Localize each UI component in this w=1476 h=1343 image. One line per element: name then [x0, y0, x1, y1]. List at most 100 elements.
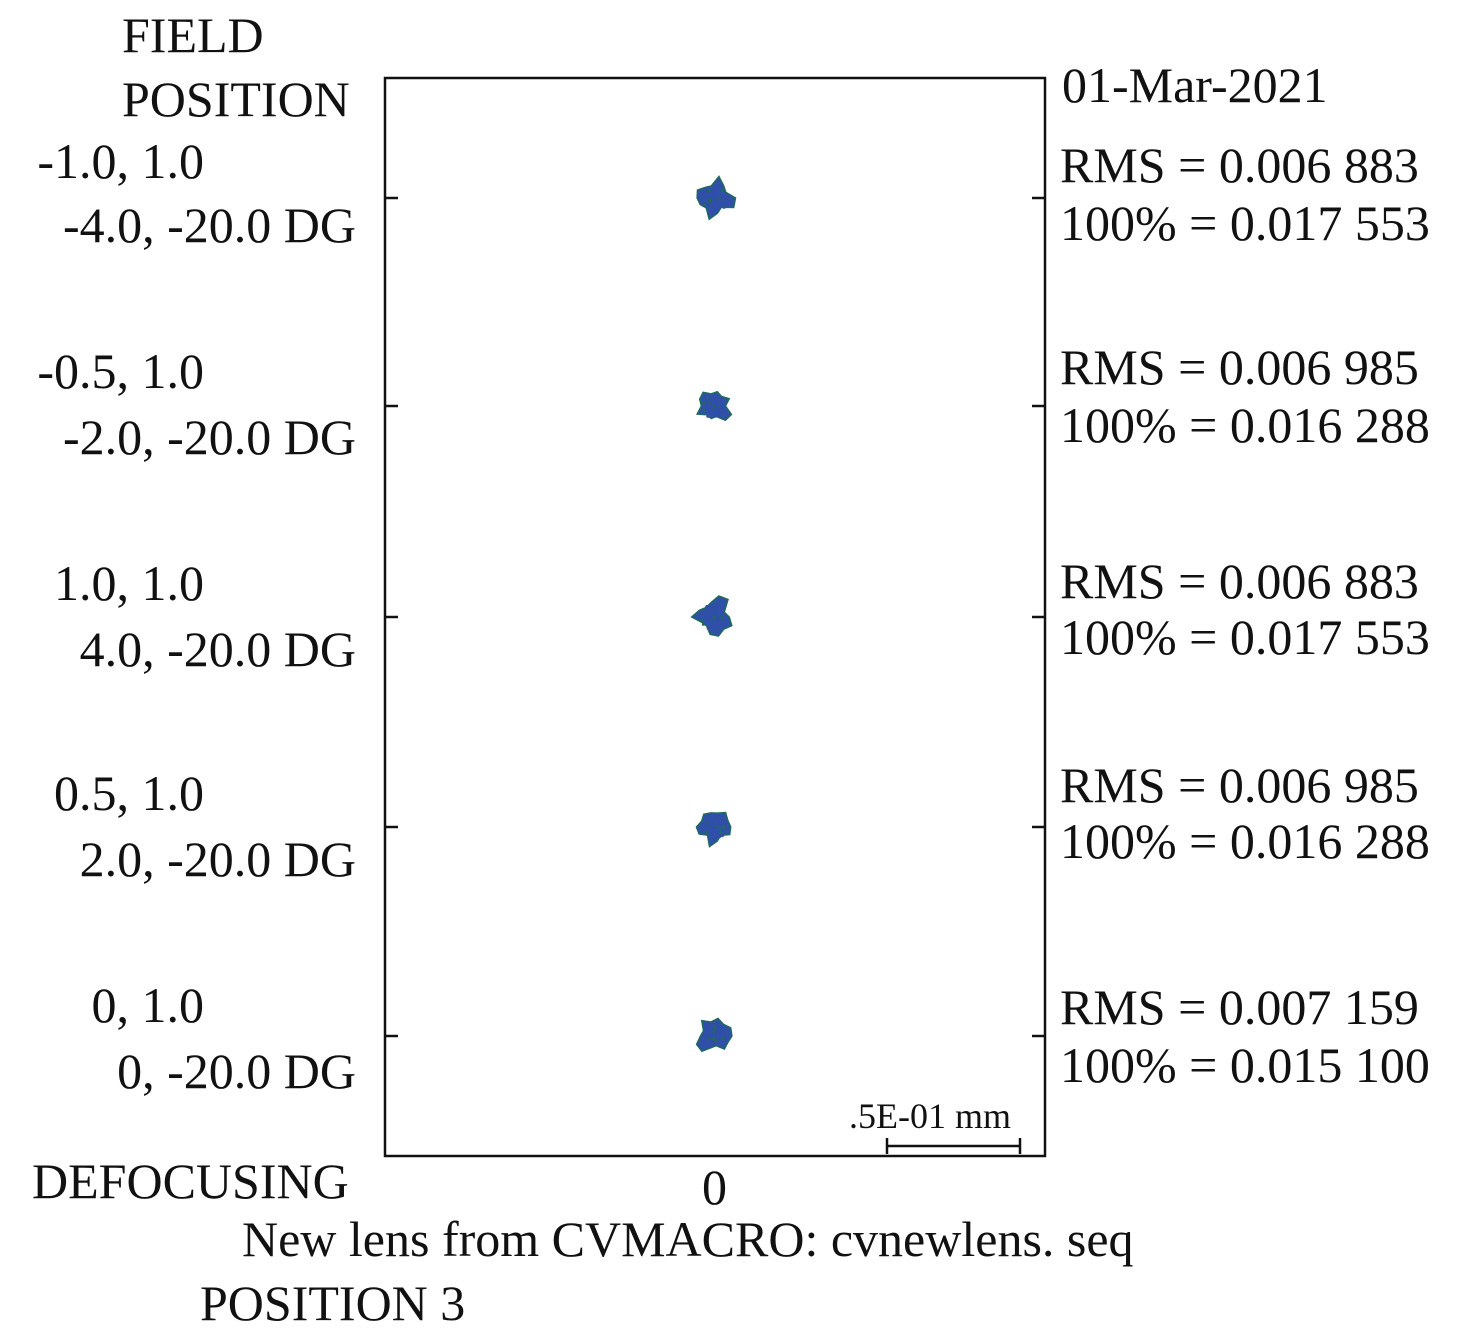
spot-ray-point [713, 618, 717, 623]
rms-label: RMS = 0.006 883 [1060, 137, 1419, 193]
spot-ray-point [720, 188, 724, 192]
spot-ray-point [701, 622, 706, 626]
spot-ray-point [706, 1041, 710, 1045]
spot-ray-point [704, 825, 709, 829]
spot-ray-point [720, 616, 724, 620]
spot-ray-point [706, 195, 710, 199]
defocus-value: 0 [702, 1159, 727, 1215]
spot-ray-point [702, 409, 706, 413]
spot-ray-point [714, 414, 718, 418]
spot-ray-point [717, 184, 721, 188]
spot-ray-point [714, 1034, 718, 1039]
spot-ray-point [725, 199, 729, 203]
spot-group [690, 175, 737, 1053]
spot-ray-point [719, 404, 723, 409]
spot-ray-point [713, 1039, 718, 1043]
spot-ray-point [715, 817, 719, 821]
spot-ray-point [715, 627, 719, 631]
lens-title: New lens from CVMACRO: cvnewlens. seq [242, 1211, 1134, 1267]
field-rel-label: -1.0, 1.0 [37, 133, 204, 189]
spot-ray-point [704, 404, 708, 409]
spot-ray-point [714, 397, 718, 401]
spot-ray-point [702, 401, 706, 405]
spot-ray-point [715, 409, 719, 413]
spot-ray-point [715, 830, 720, 834]
spot-ray-point [703, 397, 707, 402]
spot-ray-point [706, 626, 710, 630]
spot-ray-point [716, 403, 720, 407]
spot-ray-point [714, 206, 718, 210]
spot-ray-point [704, 1027, 709, 1031]
spot-ray-point [712, 1029, 716, 1033]
plot-date: 01-Mar-2021 [1062, 57, 1328, 113]
spot-ray-point [702, 609, 706, 614]
spot-ray-point [712, 625, 716, 629]
spot-ray-point [722, 823, 726, 827]
spot-ray-point [713, 196, 718, 200]
spot-ray-point [713, 1025, 717, 1029]
max-label: 100% = 0.016 288 [1060, 813, 1430, 869]
spot-ray-point [712, 615, 716, 619]
spot-ray-point [698, 196, 703, 200]
field-angle-label: 2.0, -20.0 DG [79, 831, 356, 887]
spot-ray-point [706, 412, 710, 417]
spot-ray-point [702, 202, 707, 206]
spot-ray-point [709, 1032, 713, 1036]
spot-ray-point [712, 610, 716, 615]
spot-ray-point [712, 829, 716, 833]
field-angle-label: -4.0, -20.0 DG [62, 197, 356, 253]
spot-ray-point [699, 618, 703, 623]
spot-ray-point [705, 606, 710, 610]
spot-ray-point [702, 1034, 707, 1038]
spot-ray-point [708, 832, 712, 836]
spot-ray-point [721, 201, 725, 205]
spot-ray-point [703, 189, 707, 193]
spot-ray-point [716, 195, 720, 199]
spot-ray-point [715, 607, 719, 611]
spot-ray-point [719, 831, 723, 835]
rms-label: RMS = 0.006 985 [1060, 757, 1419, 813]
spot-ray-point [717, 835, 722, 839]
spot-ray-point [717, 814, 721, 818]
position-label: POSITION 3 [200, 1275, 466, 1331]
spot-ray-point [707, 188, 711, 193]
field-rel-label: 0, 1.0 [91, 977, 205, 1033]
field-rel-label: -0.5, 1.0 [37, 343, 204, 399]
spot-ray-point [714, 814, 718, 818]
spot-ray-point [707, 825, 712, 829]
spot-ray-point [712, 603, 716, 607]
max-label: 100% = 0.016 288 [1060, 397, 1430, 453]
spot-ray-point [709, 822, 713, 826]
spot-ray-point [711, 200, 716, 204]
spot-ray-point [717, 617, 721, 621]
defocusing-label: DEFOCUSING [32, 1153, 349, 1209]
spot-ray-point [707, 837, 711, 841]
spot-ray-point [708, 813, 712, 818]
scale-bar-label: .5E-01 mm [849, 1096, 1011, 1136]
field-ticks [385, 196, 1045, 1038]
max-label: 100% = 0.017 553 [1060, 195, 1430, 251]
spot-ray-point [719, 1027, 723, 1031]
spot-ray-point [718, 408, 723, 412]
spot-ray-point [708, 199, 712, 203]
rms-label: RMS = 0.006 985 [1060, 339, 1419, 395]
spot-ray-point [720, 834, 724, 838]
spot-ray-point [718, 1032, 722, 1036]
spot-ray-point [722, 205, 726, 209]
spot-ray-point [717, 823, 721, 827]
spot-ray-point [722, 825, 726, 829]
field-angle-label: -2.0, -20.0 DG [62, 409, 356, 465]
spot-ray-point [710, 404, 715, 408]
max-label: 100% = 0.017 553 [1060, 609, 1430, 665]
spot-ray-point [704, 617, 709, 621]
field-label-line1: FIELD [122, 7, 264, 63]
field-angle-label: 4.0, -20.0 DG [79, 621, 356, 677]
spot-ray-point [706, 399, 710, 403]
field-rel-label: 1.0, 1.0 [54, 555, 204, 611]
spot-ray-point [714, 200, 719, 204]
spot-ray-point [718, 827, 722, 831]
rms-label: RMS = 0.007 159 [1060, 979, 1419, 1035]
spot-ray-point [710, 402, 714, 406]
spot-ray-point [714, 612, 718, 616]
